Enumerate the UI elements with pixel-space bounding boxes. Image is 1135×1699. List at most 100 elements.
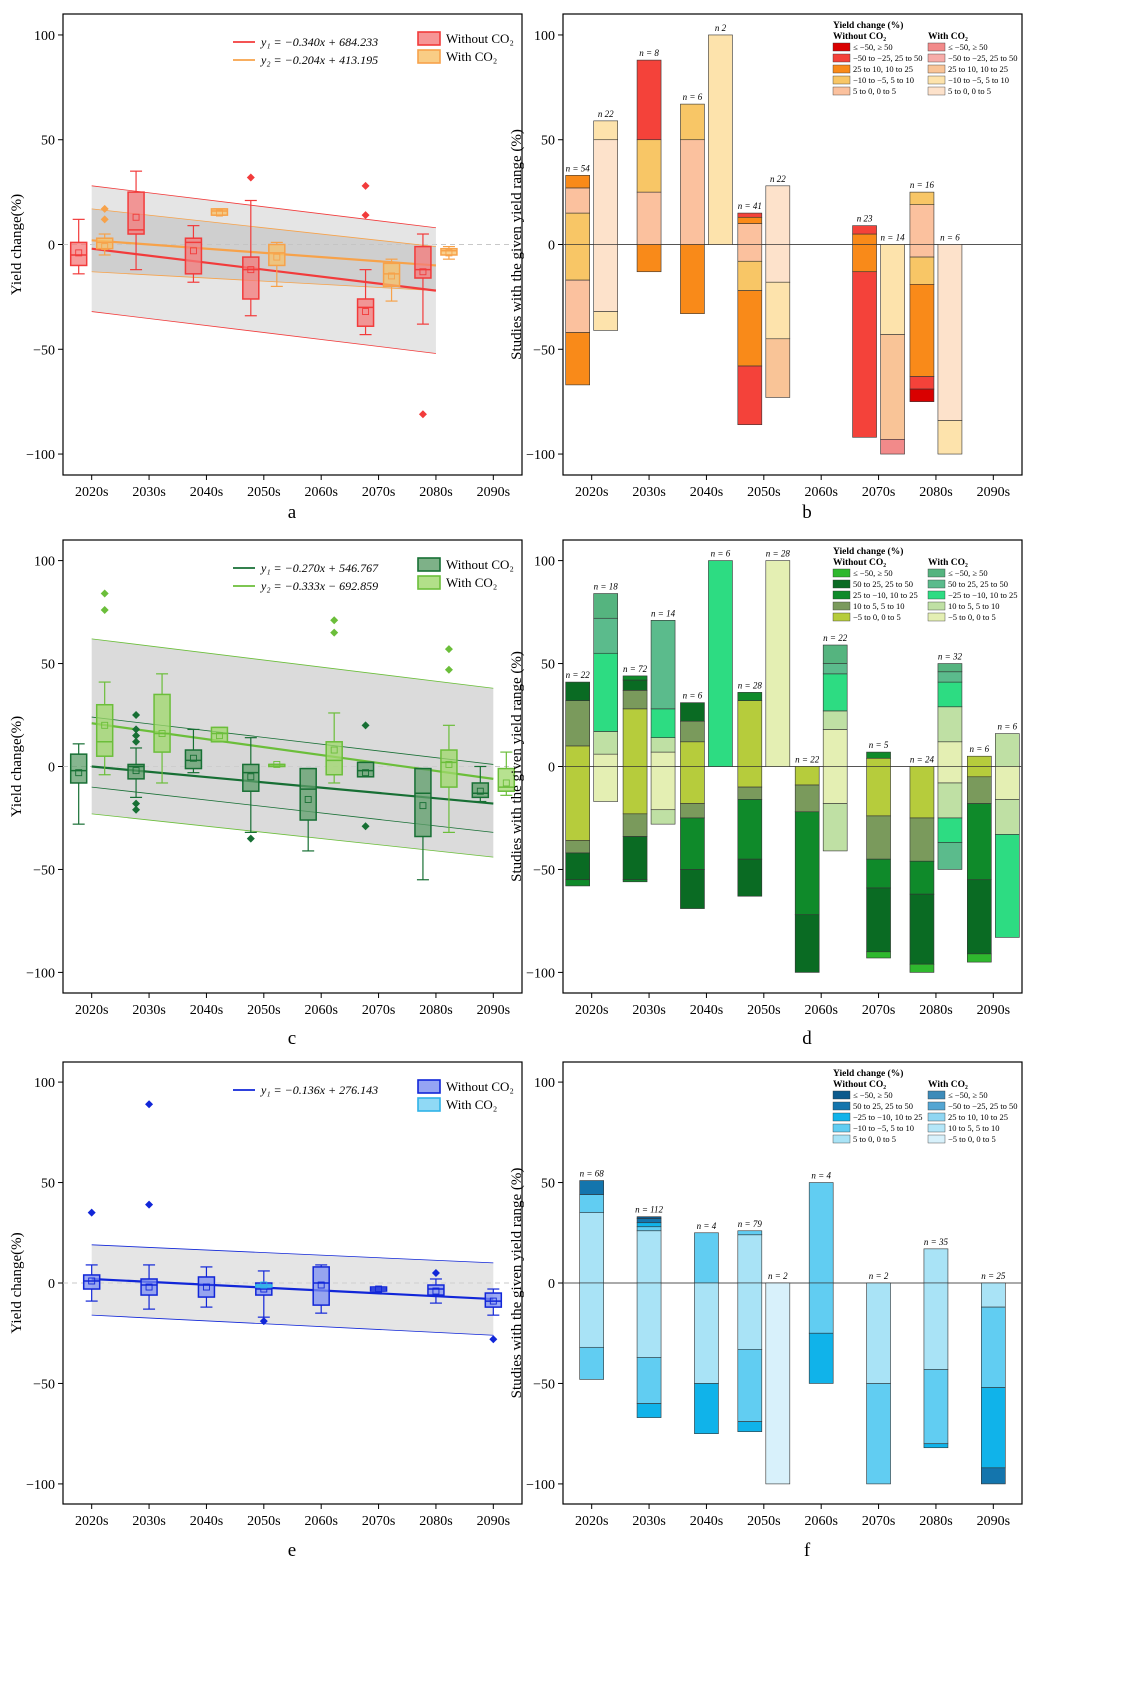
stack-segment — [622, 690, 648, 710]
y-tick-label: 0 — [48, 761, 55, 776]
stack-segment — [765, 244, 791, 283]
legend-swatch-without-co2 — [832, 1101, 851, 1111]
stack-segment — [593, 731, 618, 755]
outlier-point — [100, 589, 109, 598]
legend-item-with-co2: −50 to −25, 25 to 50 — [948, 1101, 1018, 1111]
legend-swatch-without-co2 — [832, 590, 851, 600]
box-with-co2-2040s — [210, 208, 229, 217]
panel-label: b — [802, 502, 812, 523]
box-with-co2-2080s — [440, 645, 458, 833]
outlier-point — [431, 1268, 440, 1277]
outlier-point — [246, 834, 255, 843]
box-with-co2-2080s — [440, 245, 458, 260]
stack-segment — [822, 710, 848, 730]
stack-segment — [866, 757, 891, 767]
box-iqr — [210, 726, 229, 743]
box-without-co2-2030s — [127, 170, 145, 271]
stack-without-co2-2070s: n = 5 — [866, 740, 891, 959]
stack-segment — [737, 1230, 763, 1236]
box-iqr — [440, 749, 458, 788]
stack-segment — [794, 766, 820, 786]
legend-swatch-without-co2 — [832, 64, 851, 74]
stack-segment — [636, 1230, 662, 1284]
box-mean — [158, 730, 166, 738]
box-mean — [489, 1297, 497, 1305]
stack-without-co2-2080s: n = 35 — [923, 1237, 949, 1449]
x-tick-label: 2070s — [362, 1003, 395, 1018]
stack-segment — [694, 1383, 719, 1434]
y-axis-label: Yield change(%) — [9, 716, 25, 817]
stack-segment — [593, 311, 618, 331]
legend-item-with-co2: 50 to 25, 25 to 50 — [948, 579, 1008, 589]
stack-segment — [995, 799, 1020, 835]
box-with-co2-2050s — [268, 241, 286, 288]
panel-e: −100 −50 0 50 100 2020s 2030s 2040s 2050s 2060s 20… — [9, 1061, 523, 1561]
stack-segment — [923, 1443, 949, 1449]
stack-segment — [967, 776, 992, 804]
stack-without-co2-2040s: n = 6 — [680, 92, 705, 314]
outlier-point — [361, 211, 370, 220]
regression-line-y2 — [91, 239, 437, 267]
stack-segment — [967, 755, 992, 767]
x-tick-label: 2050s — [747, 1514, 780, 1529]
box-iqr — [356, 298, 375, 327]
x-tick-label: 2050s — [747, 485, 780, 500]
box-with-co2-2050s — [268, 760, 286, 768]
x-tick-label: 2090s — [477, 1003, 510, 1018]
box-without-co2-2050s — [242, 173, 260, 317]
box-mean — [260, 1281, 268, 1289]
outlier-point — [489, 1335, 498, 1344]
stack-segment — [866, 1383, 891, 1485]
box-iqr — [471, 782, 490, 799]
stack-n-label: n = 4 — [697, 1221, 717, 1231]
x-tick-label: 2090s — [977, 1003, 1010, 1018]
legend-item-with-co2: −5 to 0, 0 to 5 — [948, 1134, 996, 1144]
legend-equation-y2: y₂ = −0.333x − 692.859 — [260, 579, 378, 593]
stack-segment — [636, 1216, 662, 1220]
legend-item-without-co2: −5 to 0, 0 to 5 — [853, 612, 901, 622]
stack-segment — [995, 834, 1020, 938]
legend-item-with-co2: −50 to −25, 25 to 50 — [948, 53, 1018, 63]
stack-segment — [937, 663, 963, 673]
legend-equation-y1: y₁ = −0.340x + 684.233 — [260, 35, 378, 49]
stack-n-label: n = 8 — [639, 48, 659, 58]
y-tick-label: −100 — [526, 448, 555, 463]
stack-segment — [909, 860, 935, 895]
stack-n-label: n = 5 — [869, 740, 889, 750]
stack-segment — [737, 244, 763, 262]
outlier-point — [100, 606, 109, 615]
outlier-point — [100, 204, 109, 213]
stack-segment — [937, 842, 963, 870]
box-iqr — [184, 749, 203, 770]
stack-with-co2-2020s: n 22 — [593, 109, 618, 331]
outlier-point — [132, 711, 141, 720]
legend-swatch-with-co2 — [417, 49, 441, 64]
box-mean — [445, 760, 453, 768]
legend-swatch-with-co2 — [927, 64, 946, 74]
legend-swatch-with-co2 — [927, 53, 946, 63]
legend-swatch-with-co2 — [927, 1134, 946, 1144]
x-tick-label: 2020s — [575, 485, 608, 500]
x-tick-label: 2050s — [247, 1003, 280, 1018]
outlier-point — [259, 1317, 268, 1326]
x-tick-label: 2090s — [977, 485, 1010, 500]
stack-n-label: n = 14 — [881, 233, 906, 243]
y-tick-label: 0 — [548, 1277, 555, 1292]
stack-with-co2-2050s: n = 28 — [765, 549, 790, 767]
regression-line-y1 — [91, 247, 437, 292]
legend-item-without-co2: 5 to 0, 0 to 5 — [853, 1134, 896, 1144]
legend-item-without-co2: −10 to −5, 5 to 10 — [853, 75, 914, 85]
stack-n-label: n = 6 — [970, 744, 990, 754]
outlier-point — [132, 725, 141, 734]
outlier-point — [132, 731, 141, 740]
box-with-co2-2020s — [95, 589, 114, 776]
y-tick-label: −100 — [526, 1478, 555, 1493]
stack-segment — [622, 836, 648, 881]
box-iqr — [484, 1292, 503, 1308]
legend-swatch-with-co2 — [417, 1097, 441, 1112]
stack-with-co2-2080s: n = 32 — [937, 652, 963, 870]
x-tick-label: 2020s — [75, 1003, 108, 1018]
legend-swatch-with-co2 — [927, 601, 946, 611]
stack-segment — [880, 439, 905, 455]
stack-segment — [636, 1222, 662, 1228]
